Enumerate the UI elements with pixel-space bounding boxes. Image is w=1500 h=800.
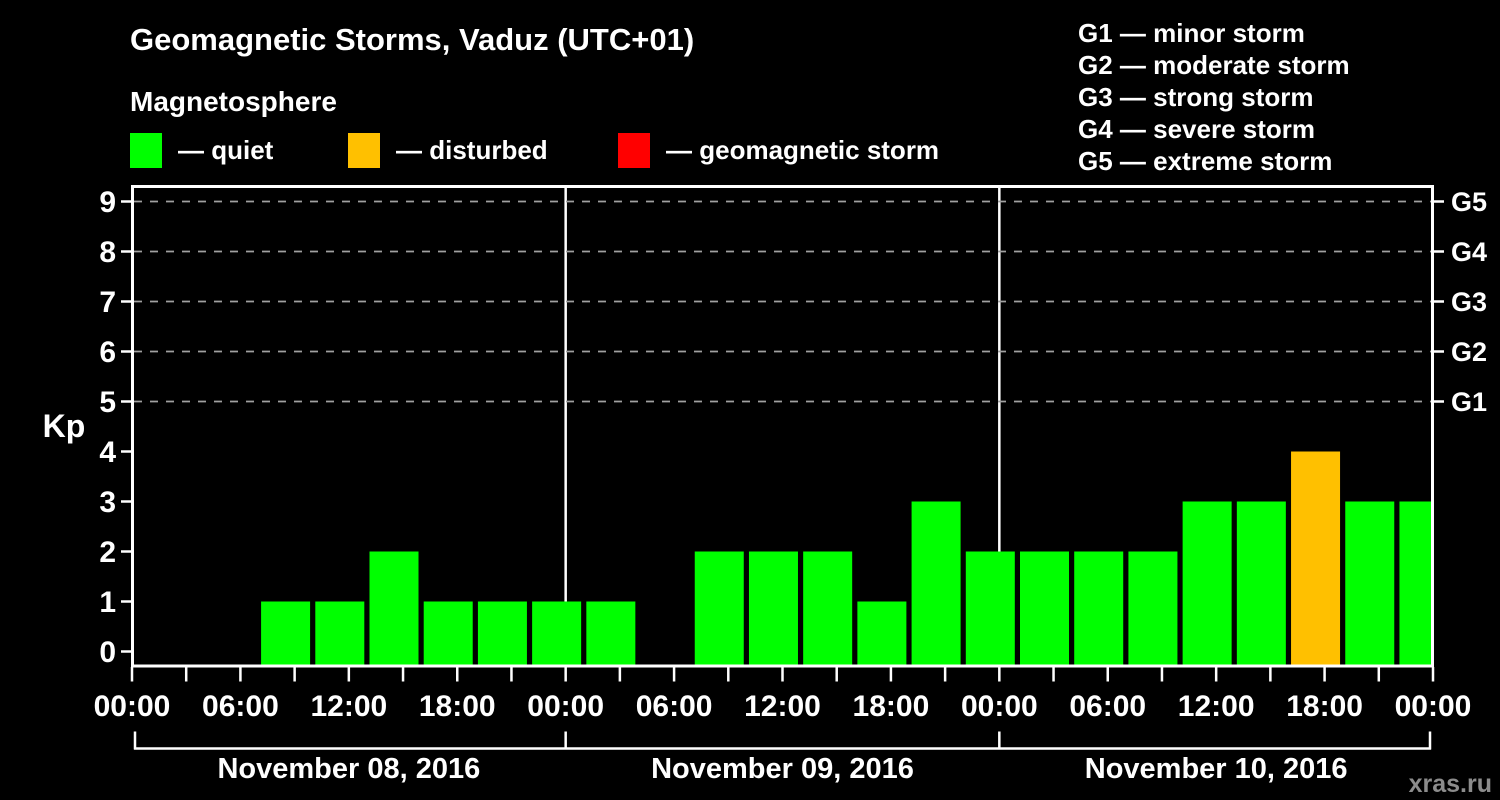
legend-label-quiet: — quiet [178, 135, 274, 165]
storm-scale-line-g2: G2 — moderate storm [1078, 50, 1350, 80]
right-tick-label-g5: G5 [1451, 187, 1487, 217]
y-axis-title: Kp [42, 408, 86, 444]
kp-bar-day0-slot7 [532, 601, 582, 665]
date-label-day0: November 08, 2016 [217, 753, 480, 785]
y-axis: 0 1 2 3 4 5 6 7 8 9 [99, 186, 132, 669]
kp-bar-day0-slot4 [369, 551, 419, 665]
legend-label-storm: — geomagnetic storm [666, 135, 940, 165]
kp-bar-day1-slot6 [911, 501, 961, 665]
legend-item-quiet: — quiet [130, 133, 273, 168]
y-tick-label-4: 4 [99, 436, 116, 469]
y-tick-label-5: 5 [99, 386, 116, 419]
kp-bar-day1-slot5 [857, 601, 907, 665]
kp-bar-day2-slot6 [1345, 501, 1395, 665]
kp-bar-day2-slot1 [1074, 551, 1124, 665]
date-label-day1: November 09, 2016 [651, 753, 914, 785]
kp-bar-day2-slot3 [1182, 501, 1232, 665]
chart-subtitle: Magnetosphere [130, 86, 337, 117]
kp-bar-day1-slot0 [586, 601, 636, 665]
x-tick-label-3: 18:00 [419, 690, 496, 723]
kp-bars [261, 451, 1431, 665]
kp-bar-day1-slot7 [965, 551, 1015, 665]
kp-bar-day2-slot0 [1020, 551, 1070, 665]
storm-scale-line-g5: G5 — extreme storm [1078, 146, 1333, 176]
y-tick-label-7: 7 [99, 286, 116, 319]
y-tick-label-0: 0 [99, 636, 116, 669]
legend-swatch-storm [618, 133, 650, 168]
plot-border [131, 185, 1434, 668]
kp-bar-day2-slot5 [1291, 451, 1341, 665]
x-tick-label-7: 18:00 [853, 690, 930, 723]
storm-scale-legend: G1 — minor storm G2 — moderate storm G3 — … [1078, 17, 1350, 177]
right-tick-label-g4: G4 [1451, 237, 1487, 267]
storm-scale-line-g1: G1 — minor storm [1078, 18, 1305, 48]
storm-scale-line-g3: G3 — strong storm [1078, 82, 1314, 112]
date-bracket: November 08, 2016 November 09, 2016 Novemb… [133, 731, 1432, 785]
right-tick-label-g2: G2 [1451, 337, 1487, 367]
kp-bar-day1-slot4 [803, 551, 853, 665]
kp-bar-day0-slot3 [315, 601, 365, 665]
y-tick-label-2: 2 [99, 536, 116, 569]
y-tick-label-3: 3 [99, 486, 116, 519]
x-tick-label-4: 00:00 [527, 690, 604, 723]
storm-level-gridlines [134, 200, 1431, 403]
kp-bar-day0-slot2 [261, 601, 311, 665]
kp-bar-day2-slot7 [1399, 501, 1431, 665]
x-axis: 00:00 06:00 12:00 18:00 00:00 06:00 12:00 18:00… [94, 667, 1472, 723]
right-axis: G1 G2 G3 G4 G5 [1433, 187, 1487, 417]
chart-title: Geomagnetic Storms, Vaduz (UTC+01) [130, 22, 695, 57]
kp-bar-day1-slot2 [694, 551, 744, 665]
kp-bar-day2-slot4 [1236, 501, 1286, 665]
right-tick-label-g1: G1 [1451, 387, 1487, 417]
x-tick-label-8: 00:00 [961, 690, 1038, 723]
date-label-day2: November 10, 2016 [1085, 753, 1348, 785]
legend-label-disturbed: — disturbed [396, 135, 548, 165]
x-tick-label-5: 06:00 [636, 690, 713, 723]
legend-item-storm: — geomagnetic storm [618, 133, 939, 168]
kp-bar-day0-slot6 [477, 601, 527, 665]
x-tick-label-10: 12:00 [1178, 690, 1255, 723]
y-tick-label-6: 6 [99, 336, 116, 369]
x-tick-label-1: 06:00 [202, 690, 279, 723]
x-tick-label-6: 12:00 [744, 690, 821, 723]
x-tick-label-12: 00:00 [1395, 690, 1472, 723]
y-tick-label-9: 9 [99, 186, 116, 219]
x-tick-label-0: 00:00 [94, 690, 171, 723]
y-tick-label-8: 8 [99, 236, 116, 269]
storm-scale-line-g4: G4 — severe storm [1078, 114, 1316, 144]
x-tick-label-11: 18:00 [1286, 690, 1363, 723]
x-tick-label-2: 12:00 [310, 690, 387, 723]
y-tick-label-1: 1 [99, 586, 116, 619]
kp-bar-day1-slot3 [748, 551, 798, 665]
kp-bar-day2-slot2 [1128, 551, 1178, 665]
kp-bar-day0-slot5 [423, 601, 473, 665]
right-tick-label-g3: G3 [1451, 287, 1487, 317]
legend-item-disturbed: — disturbed [348, 133, 548, 168]
legend-swatch-quiet [130, 133, 162, 168]
x-tick-label-9: 06:00 [1069, 690, 1146, 723]
legend-swatch-disturbed [348, 133, 380, 168]
watermark: xras.ru [1408, 770, 1492, 798]
